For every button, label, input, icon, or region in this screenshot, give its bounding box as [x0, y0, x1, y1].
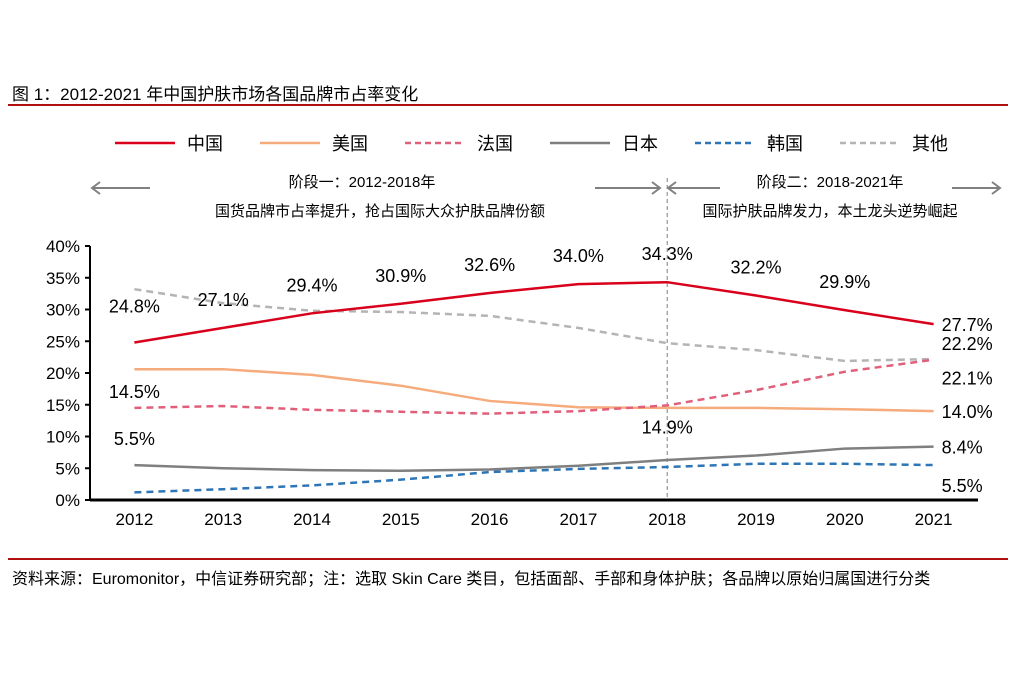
data-label: 14.5%: [109, 382, 160, 402]
data-label: 27.1%: [198, 290, 249, 310]
source-divider: [8, 558, 1008, 560]
y-tick-label: 40%: [46, 237, 80, 256]
phase1-title: 阶段一：2012-2018年: [289, 174, 436, 191]
data-label: 32.6%: [464, 255, 515, 275]
series-line: [134, 358, 934, 415]
y-tick-label: 10%: [46, 428, 80, 447]
x-tick-label: 2015: [382, 510, 420, 529]
data-label: 29.4%: [286, 275, 337, 295]
data-label: 14.0%: [942, 402, 993, 422]
data-label: 34.0%: [553, 246, 604, 266]
series-line: [134, 367, 934, 413]
data-label: 30.9%: [375, 266, 426, 286]
data-label: 24.8%: [109, 297, 160, 317]
y-tick-label: 5%: [55, 459, 80, 478]
x-tick-label: 2018: [648, 510, 686, 529]
phase2-desc: 国际护肤品牌发力，本土龙头逆势崛起: [702, 203, 957, 220]
legend-label: 中国: [187, 134, 223, 154]
x-tick-label: 2013: [204, 510, 242, 529]
y-tick-label: 35%: [46, 269, 80, 288]
arrow-left-icon: [666, 181, 720, 195]
line-chart: 中国 美国 法国 日本 韩国 其他 阶段一：2012-2018年 国货品牌市占率提升，抢占…: [46, 134, 1002, 529]
data-labels: 24.8% 27.1% 29.4% 30.9% 32.6% 34.0% 34.3% 32.2%…: [109, 244, 993, 496]
data-label: 29.9%: [819, 272, 870, 292]
x-tick-label: 2021: [915, 510, 953, 529]
phase-annotations: 阶段一：2012-2018年 国货品牌市占率提升，抢占国际大众护肤品牌份额 阶段…: [90, 174, 1002, 220]
axes: 0% 5% 10% 15% 20% 25% 30% 35% 40% 2012 2013 2014 201…: [46, 178, 978, 529]
phase2-title: 阶段二：2018-2021年: [757, 174, 904, 191]
figure-title: 图 1：2012-2021 年中国护肤市场各国品牌市占率变化: [12, 85, 419, 104]
phase1-desc: 国货品牌市占率提升，抢占国际大众护肤品牌份额: [215, 202, 545, 220]
y-tick-label: 20%: [46, 364, 80, 383]
series-line: [134, 280, 934, 344]
y-tick-label: 30%: [46, 301, 80, 320]
x-tick-label: 2016: [471, 510, 509, 529]
x-tick-label: 2014: [293, 510, 331, 529]
arrow-right-icon: [952, 181, 1002, 195]
data-label: 32.2%: [730, 258, 781, 278]
legend: 中国 美国 法国 日本 韩国 其他: [115, 134, 948, 154]
series-line: [134, 445, 934, 473]
data-label: 8.4%: [942, 438, 983, 458]
series-line: [134, 462, 934, 494]
legend-label: 法国: [477, 134, 513, 154]
x-tick-label: 2017: [559, 510, 597, 529]
y-tick-label: 15%: [46, 396, 80, 415]
legend-label: 韩国: [767, 134, 803, 154]
source-note: 资料来源：Euromonitor，中信证券研究部；注：选取 Skin Care …: [12, 571, 931, 588]
series-line: [134, 287, 934, 363]
arrow-right-icon: [595, 181, 662, 195]
series-lines: [134, 280, 934, 494]
y-tick-label: 0%: [55, 491, 80, 510]
data-label: 14.9%: [642, 417, 693, 437]
x-tick-label: 2020: [826, 510, 864, 529]
arrow-left-icon: [90, 181, 150, 195]
x-tick-label: 2019: [737, 510, 775, 529]
data-label: 5.5%: [114, 429, 155, 449]
y-tick-label: 25%: [46, 332, 80, 351]
data-label: 27.7%: [942, 315, 993, 335]
legend-label: 其他: [912, 134, 948, 154]
legend-label: 美国: [332, 134, 368, 154]
title-divider: [8, 104, 1008, 106]
legend-label: 日本: [622, 134, 658, 154]
data-label: 22.1%: [942, 369, 993, 389]
x-tick-label: 2012: [115, 510, 153, 529]
data-label: 5.5%: [942, 476, 983, 496]
data-label: 34.3%: [642, 244, 693, 264]
data-label: 22.2%: [942, 334, 993, 354]
